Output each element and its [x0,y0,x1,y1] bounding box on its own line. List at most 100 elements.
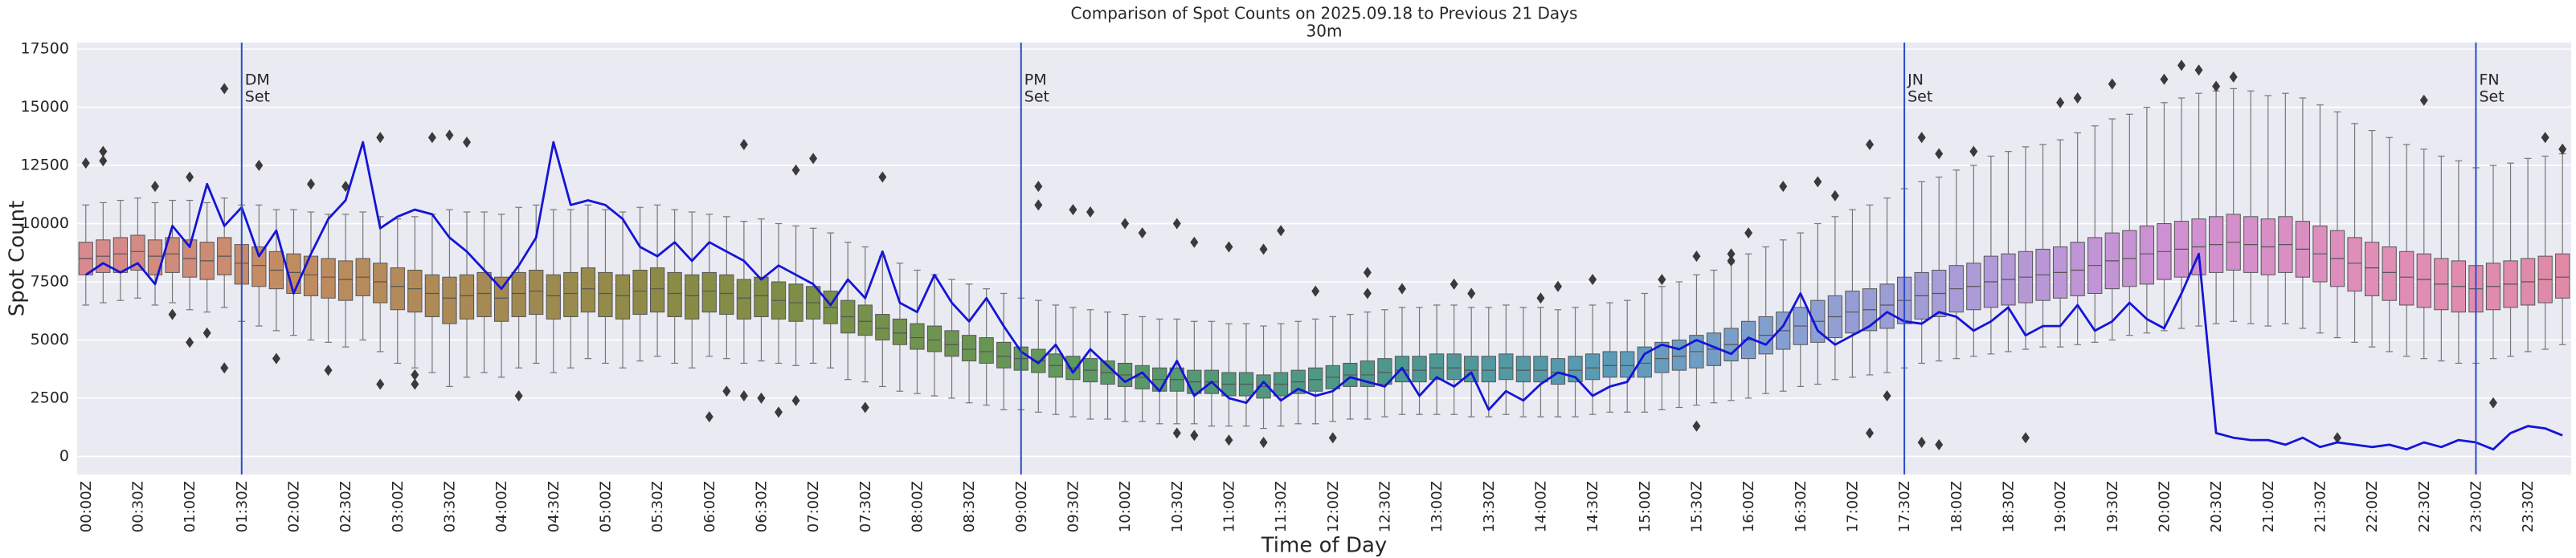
flier [376,132,385,144]
chart-subtitle: 30m [1306,22,1343,41]
flier [2160,73,2169,85]
x-tick-label: 22:00Z [2364,481,2381,532]
flier [2541,132,2549,144]
annotation-text: DM [245,71,270,89]
box [580,267,596,313]
flier [168,308,177,320]
flier [307,178,315,190]
box [1620,351,1635,378]
flier [2558,143,2567,155]
flier [1779,181,1788,193]
x-tick-label: 00:30Z [129,481,146,532]
x-tick-label: 00:00Z [78,481,95,532]
box [407,269,423,313]
flier [186,171,194,183]
x-tick-label: 19:00Z [2052,481,2069,532]
chart-title: Comparison of Spot Counts on 2025.09.18 … [1071,4,1578,23]
box [701,271,717,313]
flier [1328,432,1337,444]
x-tick-label: 21:30Z [2312,481,2329,532]
x-tick-label: 07:30Z [857,481,874,532]
flier [1259,243,1268,255]
flier [445,129,454,141]
flier [1830,189,1839,202]
box [1654,341,1670,373]
flier [2333,432,2341,444]
x-tick-label: 13:00Z [1429,481,1445,532]
box [754,276,769,317]
annotation-text: Set [1024,88,1049,106]
flier [1554,280,1562,292]
x-tick-label: 03:00Z [390,481,407,532]
x-tick-label: 21:00Z [2260,481,2277,532]
flier [1866,138,1874,150]
box [459,274,475,320]
flier [1311,285,1320,297]
flier [775,406,783,418]
box [251,246,267,287]
flier [151,181,159,193]
box [1584,353,1601,381]
x-tick-label: 11:30Z [1273,481,1290,532]
series-line [85,141,2563,451]
flier [739,390,748,402]
x-tick-label: 11:00Z [1221,481,1237,532]
flier [1069,204,1077,216]
flier [1225,434,1233,446]
box [875,314,890,340]
x-tick-label: 03:30Z [441,481,458,532]
flier [2022,432,2030,444]
x-tick-label: 07:00Z [805,481,822,532]
x-tick-label: 10:30Z [1169,481,1186,532]
flier [1813,176,1822,188]
x-tick-label: 14:00Z [1532,481,1549,532]
y-tick-label: 2500 [31,389,69,406]
box [857,304,873,336]
x-tick-label: 05:30Z [649,481,666,532]
box [2399,250,2414,306]
box [1515,356,1531,383]
flier [1363,267,1372,279]
x-tick-label: 08:00Z [909,481,926,532]
box [1464,356,1479,383]
box [1602,351,1617,378]
flier [376,378,385,390]
box [1446,353,1462,381]
flier [341,181,350,193]
x-tick-label: 06:30Z [753,481,770,532]
x-tick-label: 01:00Z [182,481,198,532]
flier [2177,59,2186,71]
box [1637,346,1652,378]
flier [1692,250,1701,263]
box [2416,253,2431,308]
x-tick-label: 16:30Z [1793,481,1809,532]
box [390,267,405,311]
box [996,341,1012,369]
box [979,337,994,364]
flier [1917,132,1926,144]
flier [1172,427,1181,439]
flier [1225,241,1233,253]
box [2347,237,2362,292]
box [1533,356,1548,383]
flier [1727,255,1736,267]
x-tick-label: 23:00Z [2468,481,2484,532]
box [944,330,959,357]
flier [791,164,800,176]
annotation-text: PM [1024,71,1047,89]
box [598,271,613,317]
x-tick-label: 02:30Z [337,481,354,532]
flier [1034,199,1043,211]
x-tick-label: 09:30Z [1065,481,1082,532]
box [130,234,145,271]
flier [1692,420,1701,432]
x-tick-label: 23:30Z [2520,481,2537,532]
box [2139,225,2155,285]
x-tick-label: 02:00Z [285,481,302,532]
y-tick-label: 12500 [21,157,69,174]
box [1499,353,1514,381]
box [112,237,129,273]
flier [202,327,211,339]
annotation-text: JN [1907,71,1924,89]
x-tick-label: 14:30Z [1584,481,1601,532]
